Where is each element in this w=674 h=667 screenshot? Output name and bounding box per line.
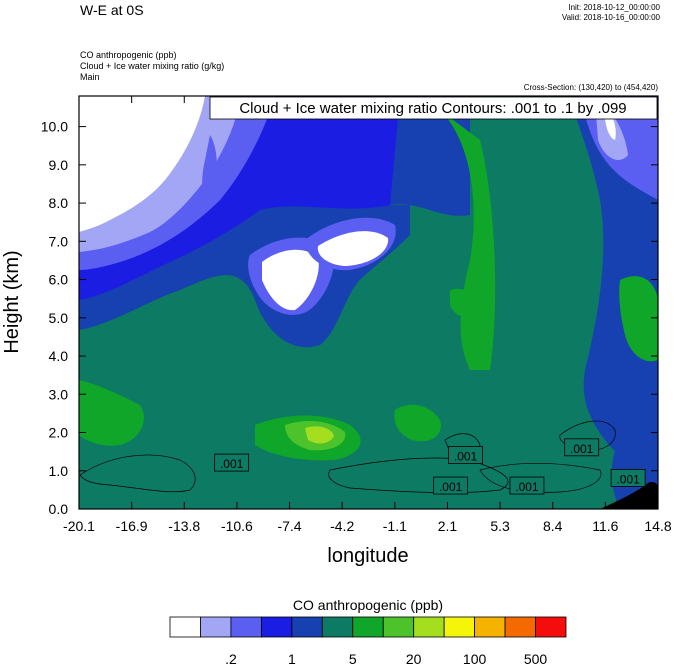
y-tick-label: 8.0 — [49, 195, 69, 211]
contour-legend-box — [209, 96, 658, 120]
x-tick-labels: -20.1 -16.9 -13.8 -10.6 -7.4 -4.2 -1.1 2.1 5.3 8.… — [63, 518, 672, 534]
y-tick-label: 3.0 — [49, 386, 69, 402]
colorbar-label: .2 — [225, 651, 237, 667]
contour-label-box — [610, 469, 646, 487]
colorbar-label: 100 — [463, 651, 487, 667]
contour-label-box — [433, 476, 469, 495]
y-tick-label: 6.0 — [49, 272, 69, 288]
x-tick-label: -13.8 — [168, 518, 200, 534]
x-tick-label: 8.4 — [543, 518, 563, 534]
contour-label-box — [448, 446, 483, 464]
x-tick-label: -4.2 — [330, 518, 354, 534]
contour-label: .001 — [220, 457, 244, 471]
contour-labels: .001 .001 .001 .001 .001 .001 — [214, 438, 646, 495]
plot-frame — [78, 95, 659, 510]
y-tick-label: 9.0 — [49, 157, 69, 173]
y-tick-labels: 0.0 1.0 2.0 3.0 4.0 5.0 6.0 7.0 8.0 9.0 10.0 — [41, 119, 68, 517]
x-tick-label: -10.6 — [221, 518, 253, 534]
field-label-cloud: Cloud + Ice water mixing ratio (g/kg) — [80, 61, 225, 71]
colorbar-swatch — [230, 616, 262, 638]
colorbar-label: 20 — [406, 651, 422, 667]
colorbar-labels: .2 1 5 20 100 500 — [225, 651, 547, 667]
colorbar-swatch — [443, 616, 476, 638]
colorbar-swatch — [535, 616, 567, 638]
contour-label: .001 — [454, 449, 478, 463]
contour-label-box — [564, 438, 600, 457]
y-tick-label: 0.0 — [49, 501, 69, 517]
contour-label: .001 — [616, 472, 640, 486]
colorbar-swatch — [352, 616, 384, 638]
colorbar-swatch — [504, 616, 536, 638]
y-tick-label: 10.0 — [41, 119, 68, 135]
x-tick-label: -7.4 — [277, 518, 301, 534]
x-tick-label: 2.1 — [438, 518, 458, 534]
x-tick-label: -16.9 — [116, 518, 148, 534]
contour-label-box — [214, 453, 250, 472]
y-tick-label: 1.0 — [49, 463, 69, 479]
init-time: Init: 2018-10-12_00:00:00 — [568, 3, 660, 12]
x-axis-label: longitude — [327, 545, 408, 567]
domain-label: Main — [80, 72, 100, 82]
co-field — [79, 96, 658, 509]
x-tick-label: -1.1 — [383, 518, 407, 534]
contour-legend: Cloud + Ice water mixing ratio Contours:… — [239, 100, 626, 117]
y-tick-label: 7.0 — [49, 233, 69, 249]
contour-label: .001 — [439, 480, 463, 494]
colorbar-title: CO anthropogenic (ppb) — [293, 597, 443, 613]
colorbar-label: 500 — [524, 651, 548, 667]
valid-time: Valid: 2018-10-16_00:00:00 — [561, 13, 660, 22]
chart-title: W-E at 0S — [80, 2, 144, 18]
colorbar-swatch — [413, 616, 445, 638]
colorbar-swatch — [474, 616, 506, 638]
x-tick-label: 11.6 — [592, 518, 618, 534]
contour-label-box — [509, 476, 545, 495]
x-tick-label: -20.1 — [63, 518, 95, 534]
contour-label: .001 — [570, 442, 594, 456]
colorbar-swatch — [291, 616, 323, 638]
y-tick-label: 4.0 — [49, 348, 69, 364]
colorbar-swatch — [321, 616, 354, 638]
colorbar-label: 5 — [349, 651, 357, 667]
x-tick-label: 14.8 — [644, 518, 671, 534]
contour-label: .001 — [515, 480, 539, 494]
y-tick-label: 5.0 — [49, 310, 69, 326]
cross-section-label: Cross-Section: (130,420) to (454,420) — [523, 83, 658, 92]
y-tick-label: 2.0 — [49, 425, 69, 441]
y-axis-label: Height (km) — [1, 250, 23, 353]
x-tick-label: 5.3 — [490, 518, 510, 534]
colorbar-label: 1 — [288, 651, 296, 667]
colorbar-swatch — [382, 616, 415, 638]
colorbar-swatch — [169, 616, 201, 638]
colorbar-swatch — [260, 616, 293, 638]
field-label-co: CO anthropogenic (ppb) — [80, 50, 177, 60]
colorbar-swatch — [200, 616, 232, 638]
colorbar — [169, 616, 567, 638]
